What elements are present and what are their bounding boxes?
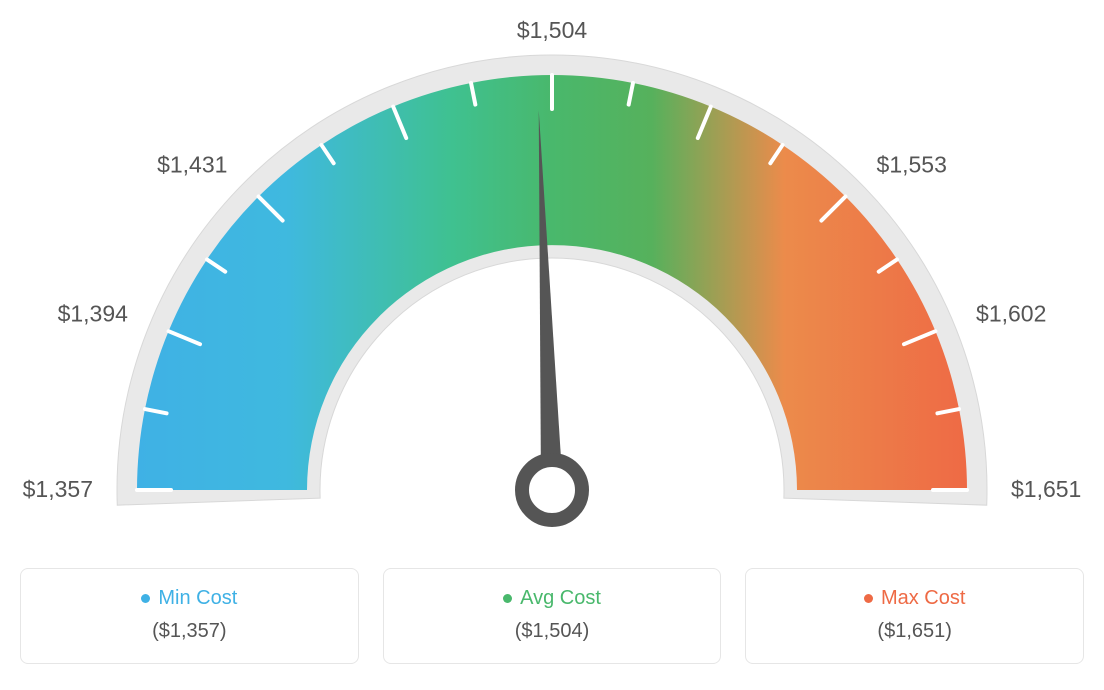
svg-text:$1,602: $1,602 [976, 300, 1046, 326]
legend-title-min: Min Cost [41, 587, 338, 610]
dot-icon [503, 594, 512, 603]
legend-value-max: ($1,651) [766, 620, 1063, 643]
legend-title-text: Min Cost [158, 587, 237, 610]
dot-icon [864, 594, 873, 603]
legend-title-text: Max Cost [881, 587, 965, 610]
legend-value-min: ($1,357) [41, 620, 338, 643]
legend-row: Min Cost ($1,357) Avg Cost ($1,504) Max … [20, 568, 1084, 664]
dot-icon [141, 594, 150, 603]
svg-text:$1,394: $1,394 [58, 300, 129, 326]
gauge-svg: $1,357 $1,394 $1,431 $1,504 $1,553 $1,602 $1,6… [20, 20, 1084, 540]
svg-text:$1,357: $1,357 [23, 476, 93, 502]
svg-text:$1,651: $1,651 [1011, 476, 1081, 502]
legend-card-min: Min Cost ($1,357) [20, 568, 359, 664]
legend-title-max: Max Cost [766, 587, 1063, 610]
legend-value-avg: ($1,504) [404, 620, 701, 643]
gauge-chart: $1,357 $1,394 $1,431 $1,504 $1,553 $1,602 $1,6… [20, 20, 1084, 540]
legend-card-avg: Avg Cost ($1,504) [383, 568, 722, 664]
svg-text:$1,553: $1,553 [877, 151, 947, 177]
legend-card-max: Max Cost ($1,651) [745, 568, 1084, 664]
legend-title-avg: Avg Cost [404, 587, 701, 610]
svg-text:$1,504: $1,504 [517, 20, 588, 43]
legend-title-text: Avg Cost [520, 587, 601, 610]
svg-text:$1,431: $1,431 [157, 151, 227, 177]
